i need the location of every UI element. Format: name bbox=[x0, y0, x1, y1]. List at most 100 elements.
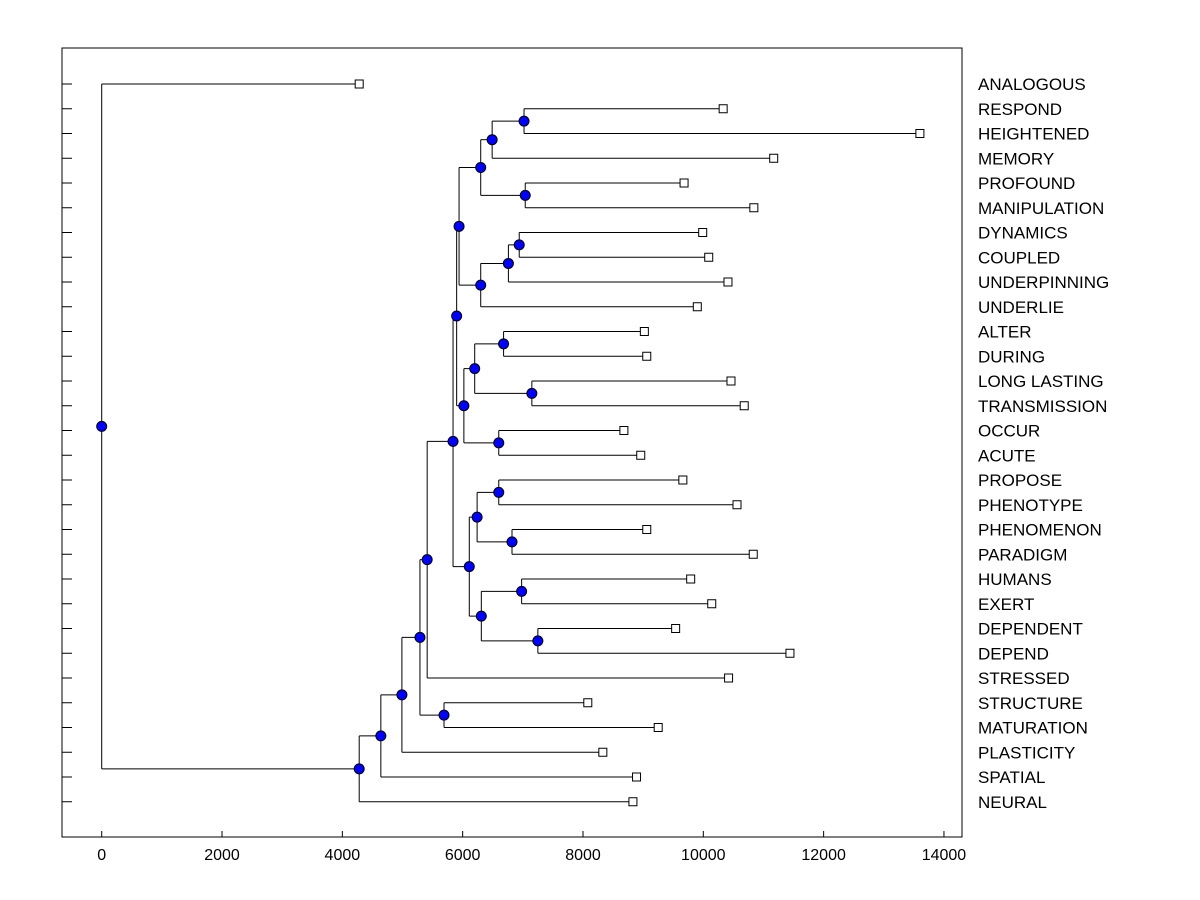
leaf-marker bbox=[619, 426, 629, 435]
leaf-marker bbox=[723, 277, 733, 287]
merge-node bbox=[414, 631, 426, 643]
merge-node bbox=[447, 435, 459, 447]
merge-node bbox=[421, 554, 433, 566]
merge-node bbox=[506, 536, 518, 548]
merge-node-markers bbox=[96, 115, 544, 775]
x-tick-label: 8000 bbox=[565, 847, 601, 864]
leaf-label: MANIPULATION bbox=[978, 199, 1104, 218]
merge-node bbox=[471, 511, 483, 523]
merge-node bbox=[502, 257, 514, 269]
leaf-label: DURING bbox=[978, 347, 1045, 366]
merge-node bbox=[396, 689, 408, 701]
merge-node bbox=[453, 220, 465, 232]
leaf-marker bbox=[642, 525, 652, 534]
leaf-label: DEPENDENT bbox=[978, 620, 1083, 639]
leaf-label: ANALOGOUS bbox=[978, 75, 1086, 94]
leaf-label: STRUCTURE bbox=[978, 694, 1083, 713]
merge-node bbox=[493, 486, 505, 498]
merge-node bbox=[475, 279, 487, 291]
merge-node bbox=[516, 585, 528, 597]
x-tick-label: 14000 bbox=[922, 847, 967, 864]
leaf-label: DEPEND bbox=[978, 644, 1049, 663]
leaf-label: HUMANS bbox=[978, 570, 1052, 589]
leaf-label: PROFOUND bbox=[978, 174, 1075, 193]
leaf-marker bbox=[639, 327, 649, 336]
merge-node bbox=[518, 115, 530, 127]
merge-node bbox=[475, 610, 487, 622]
leaf-marker bbox=[671, 624, 681, 633]
leaf-label: HEIGHTENED bbox=[978, 125, 1089, 144]
leaf-marker bbox=[769, 153, 779, 163]
dendrogram-links bbox=[101, 83, 920, 803]
leaf-marker bbox=[598, 747, 608, 757]
merge-node bbox=[458, 400, 470, 412]
leaf-marker bbox=[679, 178, 689, 188]
leaf-marker bbox=[732, 500, 742, 510]
merge-node bbox=[519, 189, 531, 201]
leaf-label: ACUTE bbox=[978, 446, 1036, 465]
merge-node bbox=[526, 387, 538, 399]
x-tick-label: 12000 bbox=[801, 847, 846, 864]
leaf-marker bbox=[726, 376, 736, 386]
leaf-label: UNDERPINNING bbox=[978, 273, 1109, 292]
leaf-markers bbox=[354, 79, 925, 807]
merge-node bbox=[532, 635, 544, 647]
leaf-marker bbox=[678, 475, 688, 485]
merge-node bbox=[493, 437, 505, 449]
leaf-marker bbox=[692, 302, 702, 312]
leaf-marker bbox=[707, 599, 717, 609]
merge-node bbox=[353, 763, 365, 775]
x-tick-label: 0 bbox=[97, 847, 106, 864]
x-tick-label: 6000 bbox=[445, 847, 481, 864]
x-axis: 0 2000 4000 6000 8000 10000 12000 14000 bbox=[97, 831, 966, 864]
leaf-label: TRANSMISSION bbox=[978, 397, 1107, 416]
leaf-marker bbox=[739, 401, 749, 411]
merge-node bbox=[475, 162, 487, 174]
leaf-marker bbox=[642, 351, 652, 361]
x-tick-label: 2000 bbox=[204, 847, 240, 864]
leaf-marker bbox=[628, 797, 638, 807]
leaf-label: PLASTICITY bbox=[978, 743, 1075, 762]
leaf-label: PARADIGM bbox=[978, 545, 1067, 564]
leaf-marker bbox=[698, 228, 708, 237]
x-tick-label: 10000 bbox=[681, 847, 726, 864]
leaf-marker bbox=[704, 252, 714, 262]
leaf-marker bbox=[354, 79, 364, 89]
leaf-marker bbox=[653, 723, 663, 732]
leaf-marker bbox=[748, 549, 758, 559]
x-tick-label: 4000 bbox=[325, 847, 361, 864]
leaf-label: STRESSED bbox=[978, 669, 1070, 688]
merge-node bbox=[96, 420, 108, 432]
leaf-label: COUPLED bbox=[978, 248, 1060, 267]
leaf-label: PHENOTYPE bbox=[978, 496, 1083, 515]
leaf-label: MEMORY bbox=[978, 149, 1054, 168]
leaf-label: LONG LASTING bbox=[978, 372, 1104, 391]
leaf-marker bbox=[636, 450, 646, 460]
leaf-marker bbox=[632, 772, 642, 782]
leaf-label: PHENOMENON bbox=[978, 521, 1102, 540]
leaf-marker bbox=[583, 698, 593, 708]
leaf-label: MATURATION bbox=[978, 719, 1088, 738]
leaf-marker bbox=[718, 104, 728, 114]
leaf-marker bbox=[915, 129, 925, 138]
y-tick-marks bbox=[62, 83, 72, 803]
leaf-label: ALTER bbox=[978, 323, 1032, 342]
merge-node bbox=[498, 338, 510, 350]
leaf-label: DYNAMICS bbox=[978, 224, 1068, 243]
merge-node bbox=[451, 310, 463, 322]
leaf-label: SPATIAL bbox=[978, 768, 1045, 787]
leaf-label: PROPOSE bbox=[978, 471, 1062, 490]
leaf-marker bbox=[686, 574, 696, 584]
leaf-label: RESPOND bbox=[978, 100, 1062, 119]
leaf-label: OCCUR bbox=[978, 422, 1040, 441]
leaf-label: EXERT bbox=[978, 595, 1034, 614]
merge-node bbox=[463, 561, 475, 573]
plot-frame bbox=[61, 47, 963, 838]
leaf-marker bbox=[749, 203, 759, 213]
merge-node bbox=[375, 730, 387, 742]
merge-node bbox=[486, 134, 498, 146]
leaf-marker bbox=[724, 673, 734, 683]
leaf-label: NEURAL bbox=[978, 793, 1047, 812]
merge-node bbox=[469, 363, 481, 375]
